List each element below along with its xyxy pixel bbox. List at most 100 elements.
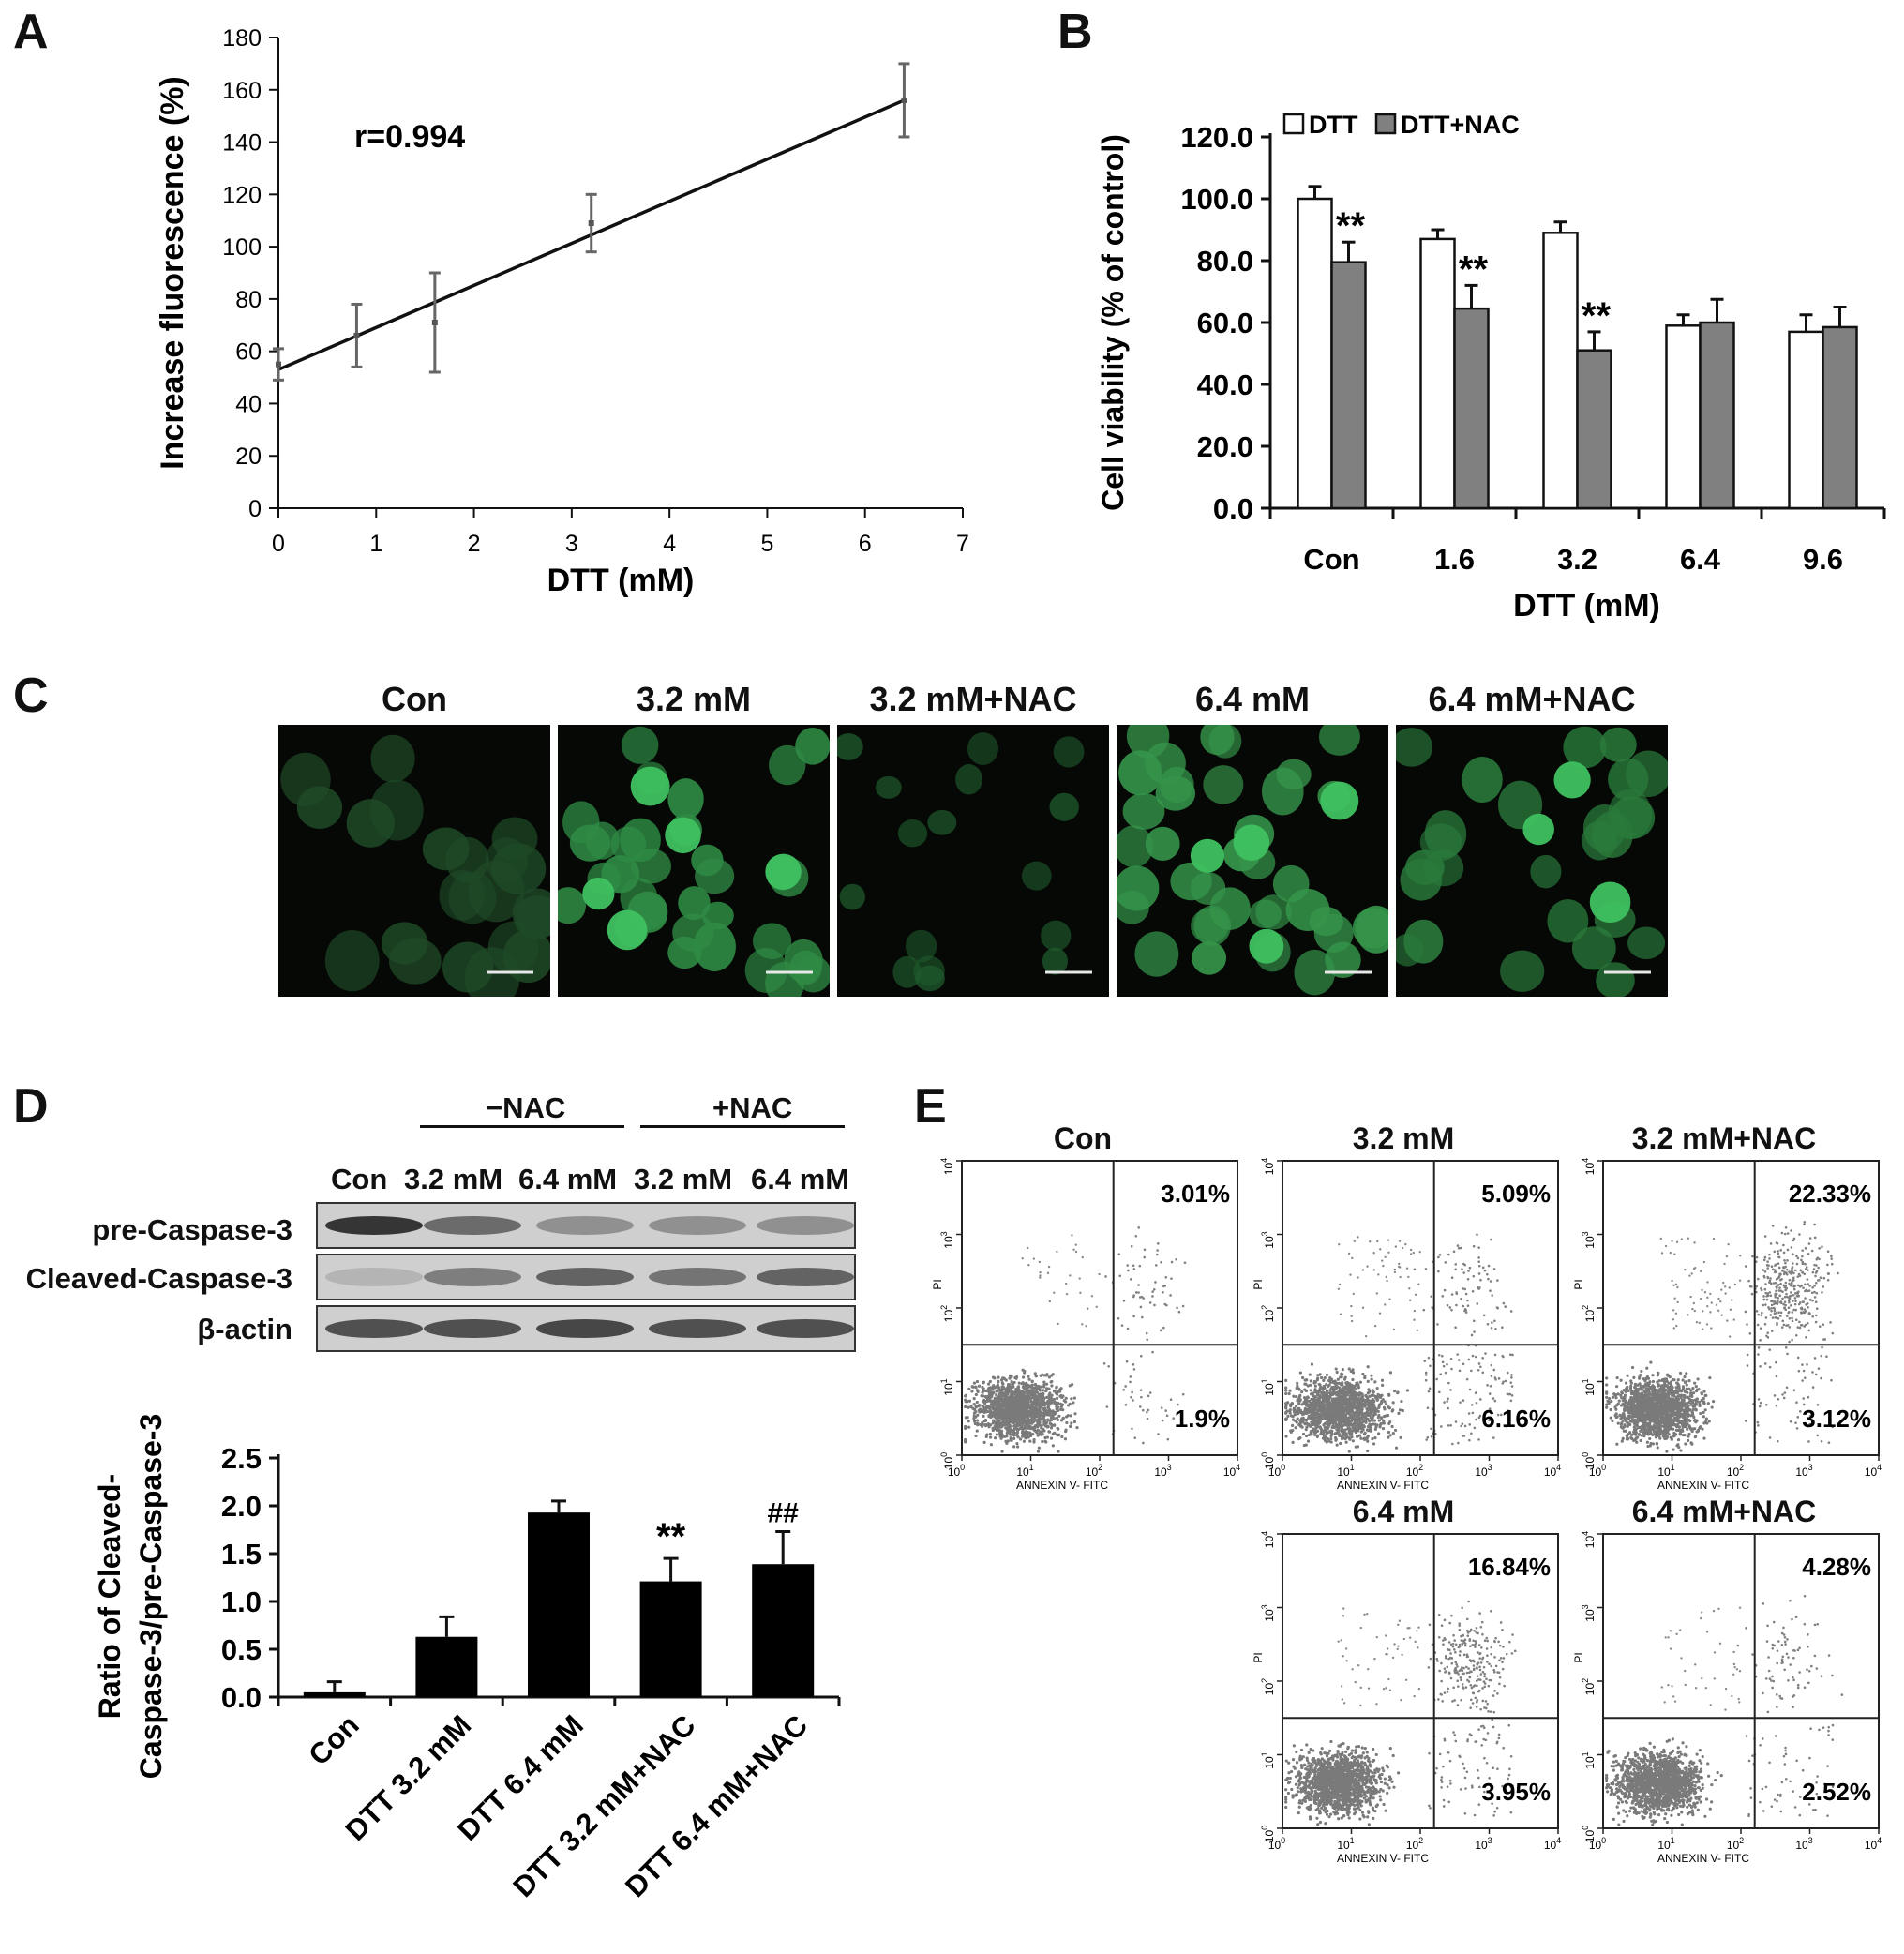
flow-event [1399,1435,1402,1439]
flow-event [1037,1446,1041,1450]
flow-event [1326,1395,1329,1399]
flow-event [1319,1432,1323,1436]
b-significance-mark: ** [1459,248,1489,290]
flow-event [1318,1404,1323,1407]
flow-event [995,1385,998,1389]
flow-event [1608,1397,1612,1401]
bright-cell [1553,761,1591,799]
flow-event [1009,1433,1012,1436]
flow-event [974,1405,978,1408]
a-point-marker [901,97,907,103]
flow-event [1304,1434,1309,1438]
flow-event [1042,1415,1045,1419]
flow-event [1289,1429,1293,1433]
flow-event [1313,1429,1317,1433]
flow-event [1024,1436,1027,1440]
flow-event [1047,1387,1051,1391]
flow-event [1334,1367,1338,1371]
flow-event [1003,1435,1007,1438]
flow-event [991,1399,995,1403]
flow-event [1309,1424,1312,1428]
flow-event [1338,1434,1342,1437]
flow-event [1356,1421,1359,1426]
flow-event [1032,1437,1036,1442]
flow-event [989,1390,994,1394]
flow-event [1041,1392,1044,1396]
flow-event [1001,1393,1006,1397]
flow-event [1619,1422,1624,1427]
flow-event [1443,1401,1446,1404]
flow-event [964,1426,967,1431]
flow-event [1364,1393,1368,1398]
flow-event [1424,1268,1428,1270]
micrograph-6-4mm-nac [1396,725,1668,997]
a-y-tick-label: 0 [248,496,262,522]
flow-event [1015,1390,1019,1393]
flow-event [1313,1433,1317,1437]
flow-event [982,1405,985,1408]
flow-event [1011,1385,1015,1389]
flow-event [1401,1408,1404,1413]
flow-event [1369,1399,1372,1403]
flow-event [1487,1264,1491,1268]
flow-event [1031,1433,1035,1436]
flow-event [1024,1423,1027,1427]
cell [1462,756,1503,803]
flow-event [1046,1271,1050,1275]
flow-event [1027,1377,1031,1381]
flow-event [1350,1429,1354,1433]
flow-event [1016,1398,1020,1402]
flow-event [1347,1386,1351,1390]
flow-event [1295,1405,1298,1408]
flow-event [1428,1387,1432,1390]
flow-event [1347,1416,1351,1420]
flow-event [1165,1303,1168,1307]
flow-event [1027,1405,1031,1408]
flow-event [1377,1419,1381,1422]
flow-event [1039,1270,1042,1274]
flow-event [1620,1439,1624,1443]
flow-event [1391,1408,1395,1412]
flow-event [1449,1423,1452,1427]
flow-event [1359,1405,1363,1408]
flow-event [1042,1389,1045,1392]
flow-event [1318,1420,1322,1424]
flow-event [1672,1394,1676,1398]
flow-event [972,1397,976,1401]
flow-event [989,1443,993,1447]
micrograph-label-6-4mm: 6.4 mM [1194,680,1311,718]
flow-event [1319,1416,1323,1420]
flow-event [1470,1333,1474,1337]
flow-event [1365,1435,1369,1439]
flow-event [1496,1279,1499,1282]
b-bar-dtt-nac [1453,307,1490,510]
flow-event [1153,1303,1156,1307]
cell [1262,767,1304,816]
flow-event [1486,1272,1489,1276]
d-bar [752,1564,815,1697]
flow-event [1372,1404,1376,1407]
flow-event [1319,1409,1323,1413]
flow-event [1400,1399,1403,1404]
blot-band [536,1268,634,1286]
flow-event [1366,1265,1369,1268]
flow-event [1327,1405,1330,1408]
flow-event [1329,1429,1333,1433]
flow-event [1129,1375,1132,1378]
flow-event [1398,1408,1402,1412]
flow-event [1318,1425,1322,1429]
flow-event [1146,1338,1149,1342]
cell [695,858,735,894]
flow-event [1429,1364,1432,1368]
flow-event [1683,1404,1687,1407]
flow-event [1032,1386,1036,1390]
flow-event [1493,1319,1496,1323]
flow-event [1613,1405,1617,1409]
flow-event [1388,1371,1393,1375]
flow-event [1630,1433,1634,1436]
flow-event [1300,1425,1304,1429]
flow-event [1132,1399,1134,1402]
cell [1599,727,1637,762]
flow-event [1137,1291,1140,1294]
flow-event [1288,1407,1292,1412]
